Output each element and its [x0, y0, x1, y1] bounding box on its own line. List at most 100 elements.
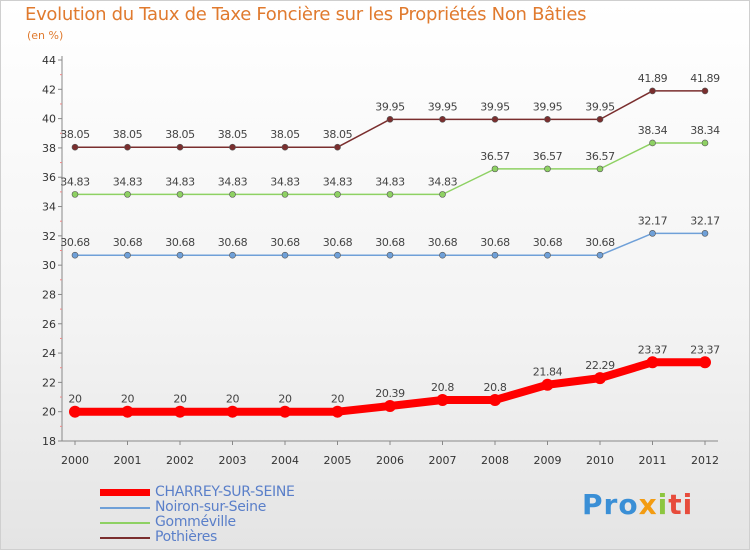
data-label: 30.68 — [375, 236, 405, 249]
data-label: 38.05 — [323, 128, 353, 141]
data-point — [229, 191, 236, 198]
data-label: 34.83 — [60, 175, 90, 188]
data-point — [229, 143, 236, 151]
data-point — [699, 356, 711, 369]
data-label: 34.83 — [270, 175, 300, 188]
data-label: 34.83 — [113, 175, 143, 188]
data-point — [386, 191, 394, 198]
data-label: 32.17 — [690, 214, 720, 227]
data-label: 30.68 — [480, 236, 510, 249]
chart-title: Evolution du Taux de Taxe Foncière sur l… — [25, 4, 587, 25]
x-tick-label: 2001 — [114, 454, 142, 467]
data-label: 30.68 — [323, 236, 353, 249]
y-tick-label: 20 — [42, 406, 56, 419]
x-tick-label: 2010 — [586, 454, 614, 467]
data-label: 23.37 — [638, 343, 668, 356]
data-label: 34.83 — [165, 175, 195, 188]
data-label: 38.05 — [165, 128, 195, 141]
data-label: 36.57 — [585, 150, 615, 163]
data-point — [386, 116, 394, 123]
data-point — [124, 143, 131, 151]
data-label: 30.68 — [165, 236, 195, 249]
data-label: 30.68 — [218, 236, 248, 249]
legend-label-gommeville: Gomméville — [155, 514, 236, 530]
legend-swatch-noiron — [100, 507, 150, 509]
data-point — [71, 191, 79, 198]
data-label: 30.68 — [533, 236, 563, 249]
y-tick-label: 38 — [42, 142, 56, 155]
data-label: 39.95 — [480, 100, 510, 113]
data-label: 20.8 — [484, 381, 507, 394]
data-label: 21.84 — [533, 366, 563, 379]
data-point — [71, 143, 79, 151]
data-label: 20.8 — [431, 381, 454, 394]
data-label: 38.05 — [60, 128, 90, 141]
data-label: 34.83 — [323, 175, 353, 188]
data-label: 30.68 — [585, 236, 615, 249]
data-point — [544, 165, 551, 173]
data-point — [386, 251, 394, 259]
data-point — [124, 251, 131, 259]
data-label: 20 — [278, 393, 292, 406]
legend-label-noiron: Noiron-sur-Seine — [155, 499, 267, 515]
y-tick-label: 18 — [42, 435, 56, 448]
x-tick-label: 2006 — [376, 454, 404, 467]
data-label: 34.83 — [218, 175, 248, 188]
data-label: 36.57 — [533, 150, 563, 163]
data-point — [491, 251, 499, 259]
data-point — [331, 405, 344, 418]
chart-subtitle: (en %) — [27, 29, 64, 42]
y-tick-label: 40 — [42, 113, 56, 126]
data-label: 20 — [68, 393, 82, 406]
data-label: 38.05 — [270, 128, 300, 141]
x-tick-label: 2012 — [691, 454, 719, 467]
data-point — [649, 139, 656, 147]
y-tick-label: 28 — [42, 288, 56, 301]
data-label: 22.29 — [585, 359, 615, 372]
data-label: 38.34 — [690, 124, 720, 137]
x-tick-label: 2004 — [271, 454, 299, 467]
data-point — [69, 405, 81, 418]
data-point — [279, 405, 291, 418]
data-label: 23.37 — [690, 343, 720, 356]
data-point — [491, 165, 499, 173]
data-point — [176, 143, 184, 151]
x-tick-label: 2009 — [534, 454, 562, 467]
data-point — [439, 116, 446, 123]
x-tick-label: 2005 — [324, 454, 352, 467]
y-tick-label: 30 — [42, 259, 56, 272]
data-label: 38.34 — [638, 124, 668, 137]
x-tick-label: 2011 — [639, 454, 667, 467]
data-point — [226, 405, 239, 418]
legend-label-pothieres: Pothières — [155, 529, 218, 545]
x-tick-label: 2002 — [166, 454, 194, 467]
legend-swatch-pothieres — [100, 537, 150, 539]
data-point — [334, 143, 341, 151]
data-label: 20 — [173, 393, 187, 406]
data-point — [544, 116, 551, 123]
data-point — [229, 251, 236, 259]
y-tick-label: 36 — [42, 171, 56, 184]
data-label: 20 — [331, 393, 345, 406]
data-point — [701, 230, 709, 237]
data-point — [71, 251, 79, 259]
data-label: 39.95 — [375, 100, 405, 113]
data-point — [439, 251, 446, 259]
proxiti-logo: Proxiti — [582, 488, 694, 521]
data-label: 41.89 — [690, 72, 720, 85]
y-tick-label: 42 — [42, 83, 56, 96]
data-point — [176, 251, 184, 259]
data-point — [649, 87, 656, 95]
data-point — [176, 191, 184, 198]
data-point — [334, 191, 341, 198]
data-point — [491, 116, 499, 123]
data-label: 32.17 — [638, 214, 668, 227]
data-label: 30.68 — [428, 236, 458, 249]
data-label: 41.89 — [638, 72, 668, 85]
y-tick-label: 44 — [42, 54, 56, 67]
data-label: 34.83 — [375, 175, 405, 188]
x-tick-label: 2000 — [61, 454, 89, 467]
y-tick-label: 26 — [42, 318, 56, 331]
data-point — [436, 393, 449, 406]
